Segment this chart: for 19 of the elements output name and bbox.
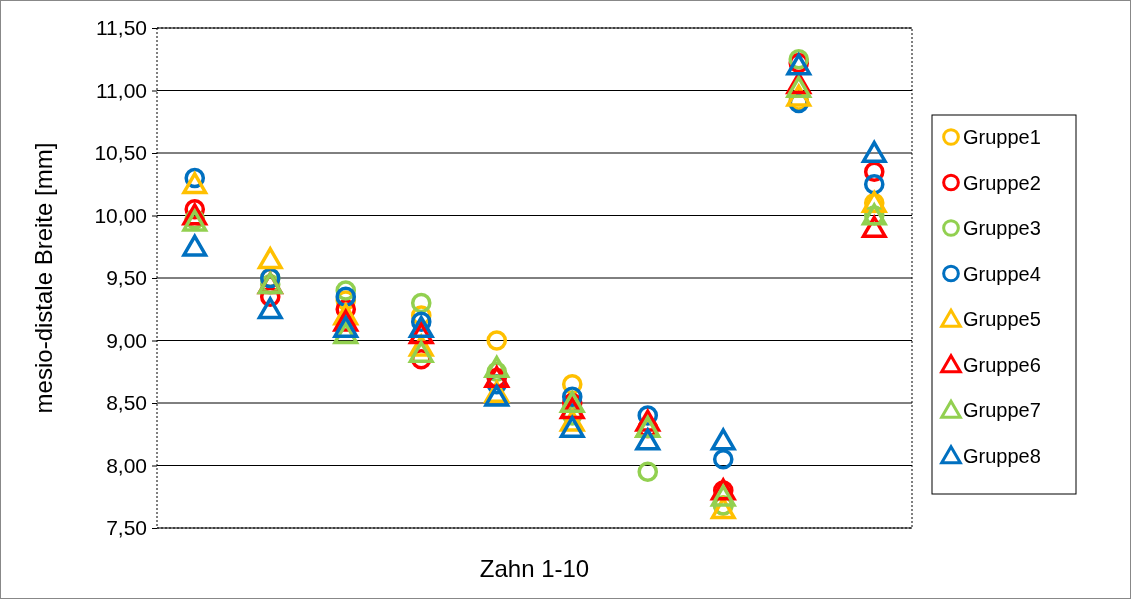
y-axis-title: mesio-distale Breite [mm] bbox=[30, 142, 57, 414]
legend-label: Gruppe4 bbox=[963, 262, 1041, 285]
y-tick-label: 9,50 bbox=[106, 266, 147, 290]
legend-label: Gruppe7 bbox=[963, 399, 1041, 421]
y-tick-label: 10,00 bbox=[94, 203, 147, 227]
legend-label: Gruppe5 bbox=[963, 308, 1041, 330]
legend-label: Gruppe2 bbox=[963, 171, 1041, 194]
y-tick-label: 8,50 bbox=[106, 391, 147, 415]
y-tick-label: 10,50 bbox=[94, 141, 147, 165]
legend-label: Gruppe6 bbox=[963, 353, 1041, 376]
x-axis-title: Zahn 1-10 bbox=[479, 555, 590, 582]
y-tick-label: 7,50 bbox=[106, 516, 147, 540]
y-tick-label: 11,50 bbox=[96, 16, 147, 40]
legend-label: Gruppe8 bbox=[963, 444, 1041, 467]
legend-label: Gruppe1 bbox=[963, 126, 1041, 148]
legend-label: Gruppe3 bbox=[963, 217, 1041, 239]
y-tick-label: 11,00 bbox=[96, 78, 147, 102]
y-tick-label: 8,00 bbox=[106, 453, 147, 477]
y-tick-label: 9,00 bbox=[106, 328, 147, 352]
